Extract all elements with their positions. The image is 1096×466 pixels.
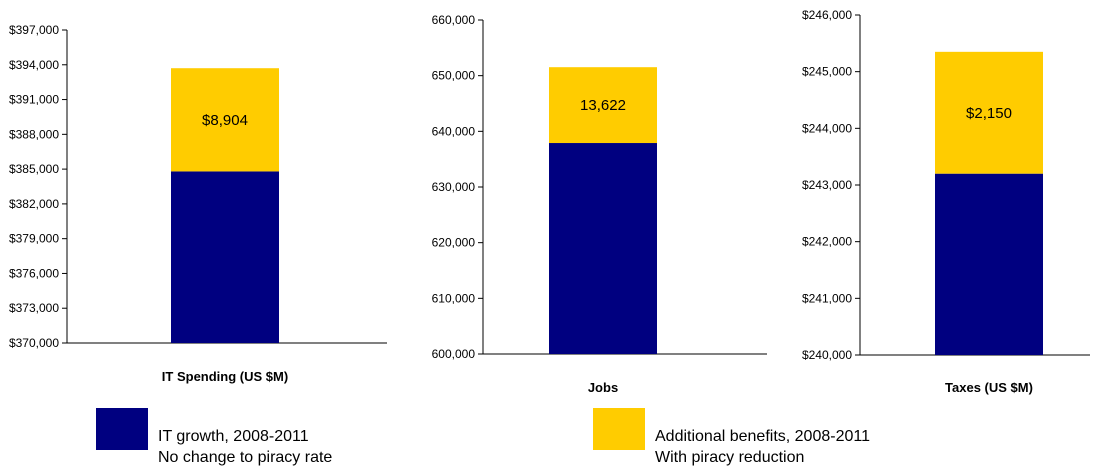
legend: IT growth, 2008-2011 No change to piracy …	[96, 408, 870, 466]
chart-panel-1: $370,000 $373,000 $376,000 $379,000 $382,000…	[9, 23, 387, 384]
y-tick-label: $243,000	[802, 178, 852, 192]
y-tick-label: $394,000	[9, 58, 59, 72]
chart-panel-3: $240,000 $241,000 $242,000 $243,000 $244,000…	[802, 8, 1090, 395]
bar-segment-additional-benefits	[549, 67, 657, 144]
bar-segment-it-growth	[935, 173, 1043, 355]
y-tick-label: 640,000	[432, 124, 476, 138]
y-tick-label: $382,000	[9, 197, 59, 211]
y-tick-label: $240,000	[802, 348, 852, 362]
bar-segment-it-growth	[549, 143, 657, 354]
y-tick-label: $244,000	[802, 121, 852, 135]
legend-sublabel: With piracy reduction	[655, 449, 804, 466]
y-tick-label: $245,000	[802, 65, 852, 79]
y-tick-label: 620,000	[432, 236, 476, 250]
y-tick-label: $385,000	[9, 162, 59, 176]
category-label: Jobs	[588, 380, 618, 395]
y-tick-label: $242,000	[802, 235, 852, 249]
y-tick-label: 600,000	[432, 347, 476, 361]
legend-swatch	[96, 408, 148, 450]
category-label: Taxes (US $M)	[945, 380, 1033, 395]
bar-segment-additional-benefits	[171, 68, 279, 172]
data-label: 13,622	[580, 97, 626, 114]
data-label: $8,904	[202, 112, 248, 129]
legend-item-2: Additional benefits, 2008-2011 With pirac…	[593, 408, 870, 466]
legend-item-1: IT growth, 2008-2011 No change to piracy …	[96, 408, 332, 466]
y-tick-label: $241,000	[802, 291, 852, 305]
y-tick-label: $373,000	[9, 301, 59, 315]
chart-panel-2: 600,000 610,000 620,000 630,000 640,000 650,0…	[432, 13, 767, 395]
legend-label: IT growth, 2008-2011	[158, 428, 309, 445]
y-tick-label: $376,000	[9, 266, 59, 280]
legend-label: Additional benefits, 2008-2011	[655, 428, 870, 445]
y-tick-label: $397,000	[9, 23, 59, 37]
y-tick-label: $391,000	[9, 93, 59, 107]
y-tick-label: 660,000	[432, 13, 476, 27]
legend-swatch	[593, 408, 645, 450]
data-label: $2,150	[966, 105, 1012, 122]
y-tick-label: 630,000	[432, 180, 476, 194]
y-tick-label: $370,000	[9, 336, 59, 350]
y-tick-label: $379,000	[9, 232, 59, 246]
bar-segment-additional-benefits	[935, 51, 1043, 174]
y-tick-label: $246,000	[802, 8, 852, 22]
legend-sublabel: No change to piracy rate	[158, 449, 332, 466]
category-label: IT Spending (US $M)	[162, 369, 288, 384]
y-tick-label: $388,000	[9, 127, 59, 141]
y-tick-label: 650,000	[432, 69, 476, 83]
y-tick-label: 610,000	[432, 291, 476, 305]
bar-segment-it-growth	[171, 171, 279, 343]
